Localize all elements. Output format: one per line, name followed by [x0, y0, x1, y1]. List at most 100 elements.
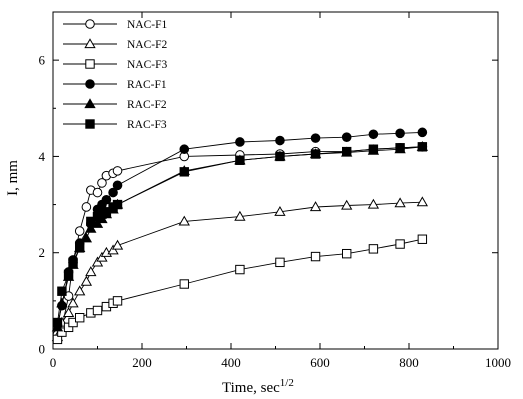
data-point-nac-f2 — [178, 215, 190, 226]
data-point-rac-f3 — [395, 143, 405, 153]
data-point-nac-f2 — [91, 256, 104, 267]
data-point-nac-f3 — [395, 239, 405, 249]
data-point-nac-f3 — [275, 257, 285, 268]
data-point-nac-f3 — [179, 279, 189, 289]
legend-label: NAC-F3 — [127, 59, 168, 71]
x-tick-label: 800 — [399, 355, 419, 370]
legend: NAC-F1 NAC-F2 NAC-F3 RAC-F1 RAC-F2 RAC-F3 — [63, 19, 168, 131]
data-point-rac-f3 — [75, 243, 85, 253]
data-point-nac-f3 — [68, 317, 78, 328]
data-point-nac-f2 — [341, 199, 353, 210]
data-point-nac-f2 — [62, 307, 75, 317]
data-point-nac-f2 — [394, 197, 406, 208]
legend-label: NAC-F2 — [127, 39, 168, 51]
legend-item-rac-f3: RAC-F3 — [63, 119, 167, 131]
data-point-nac-f2 — [309, 201, 322, 212]
data-point-nac-f2 — [367, 198, 380, 209]
data-point-nac-f2 — [111, 239, 124, 250]
data-point-rac-f3 — [179, 167, 189, 177]
data-point-nac-f1 — [81, 202, 92, 212]
legend-item-nac-f3: NAC-F3 — [63, 59, 168, 71]
data-point-rac-f1 — [275, 135, 285, 146]
data-point-nac-f1 — [92, 187, 103, 198]
legend-label: RAC-F2 — [127, 99, 167, 111]
legend-item-rac-f2: RAC-F2 — [63, 98, 167, 111]
legend-item-nac-f1: NAC-F1 — [63, 19, 168, 31]
data-point-rac-f3 — [368, 144, 379, 154]
legend-marker — [85, 79, 95, 89]
x-tick-label: 600 — [310, 355, 330, 370]
data-point-nac-f2 — [74, 285, 86, 296]
data-point-rac-f2 — [56, 297, 68, 308]
data-point-rac-f1 — [108, 187, 118, 198]
legend-item-nac-f2: NAC-F2 — [63, 38, 168, 51]
data-point-nac-f2 — [96, 251, 108, 262]
data-point-nac-f1 — [74, 226, 85, 236]
legend-item-rac-f1: RAC-F1 — [63, 79, 167, 91]
legend-label: RAC-F1 — [127, 79, 167, 91]
data-point-rac-f3 — [275, 151, 285, 162]
series-nac-f3 — [52, 234, 428, 345]
data-point-rac-f1 — [417, 127, 428, 138]
series-layer — [51, 127, 429, 345]
data-point-nac-f1 — [112, 166, 123, 176]
legend-marker — [85, 59, 95, 69]
data-point-rac-f3 — [342, 146, 352, 157]
data-point-nac-f2 — [85, 266, 97, 277]
data-point-rac-f3 — [86, 216, 96, 227]
x-tick-label: 200 — [132, 355, 152, 370]
x-axis-title: Time, sec1/2 — [222, 377, 294, 396]
x-tick-label: 400 — [221, 355, 241, 370]
y-tick-label: 0 — [39, 342, 46, 357]
y-axis-title: I, mm — [5, 160, 21, 196]
data-point-nac-f3 — [368, 244, 379, 254]
legend-label: RAC-F3 — [127, 119, 167, 131]
data-point-rac-f3 — [52, 317, 63, 328]
data-point-nac-f3 — [235, 264, 245, 275]
data-point-rac-f3 — [57, 286, 67, 296]
x-tick-label: 0 — [50, 355, 57, 370]
data-point-rac-f1 — [101, 194, 112, 205]
data-point-nac-f2 — [274, 205, 286, 216]
data-point-rac-f1 — [368, 129, 379, 140]
data-point-nac-f3 — [112, 296, 123, 306]
series-rac-f3 — [52, 142, 428, 328]
data-point-nac-f1 — [97, 178, 107, 188]
data-point-rac-f3 — [63, 269, 74, 280]
data-point-rac-f3 — [68, 257, 78, 268]
data-point-nac-f2 — [234, 210, 246, 221]
data-point-rac-f1 — [112, 180, 123, 191]
y-tick-label: 4 — [39, 149, 46, 164]
data-point-nac-f3 — [310, 251, 321, 262]
legend-marker — [85, 119, 95, 129]
x-axis-title-superscript: 1/2 — [280, 377, 294, 389]
data-point-nac-f3 — [57, 327, 67, 337]
data-point-nac-f2 — [67, 297, 79, 308]
y-tick-label: 2 — [39, 245, 46, 260]
x-tick-label: 1000 — [485, 355, 511, 370]
data-point-nac-f3 — [75, 313, 85, 323]
data-point-rac-f3 — [417, 142, 428, 152]
data-point-rac-f3 — [310, 149, 321, 159]
data-point-rac-f1 — [395, 128, 405, 139]
data-point-rac-f3 — [112, 199, 123, 210]
data-point-rac-f1 — [341, 132, 352, 142]
legend-label: NAC-F1 — [127, 19, 168, 31]
data-point-nac-f2 — [107, 244, 119, 255]
data-point-nac-f3 — [342, 248, 352, 259]
legend-marker — [84, 98, 96, 109]
legend-marker — [85, 19, 95, 29]
y-tick-label: 6 — [39, 53, 46, 68]
axis-ticks: 0 200 400 600 800 1000 0 2 4 6 — [39, 12, 511, 370]
data-point-nac-f3 — [92, 305, 103, 316]
data-point-nac-f2 — [416, 196, 429, 207]
data-point-nac-f2 — [80, 275, 93, 286]
data-point-rac-f1 — [235, 137, 245, 147]
x-axis-title-main: Time, sec — [222, 380, 280, 396]
legend-marker — [84, 38, 96, 49]
data-point-rac-f3 — [101, 207, 112, 217]
data-point-rac-f1 — [310, 133, 321, 143]
data-point-nac-f3 — [417, 234, 428, 244]
data-point-rac-f3 — [235, 155, 245, 165]
